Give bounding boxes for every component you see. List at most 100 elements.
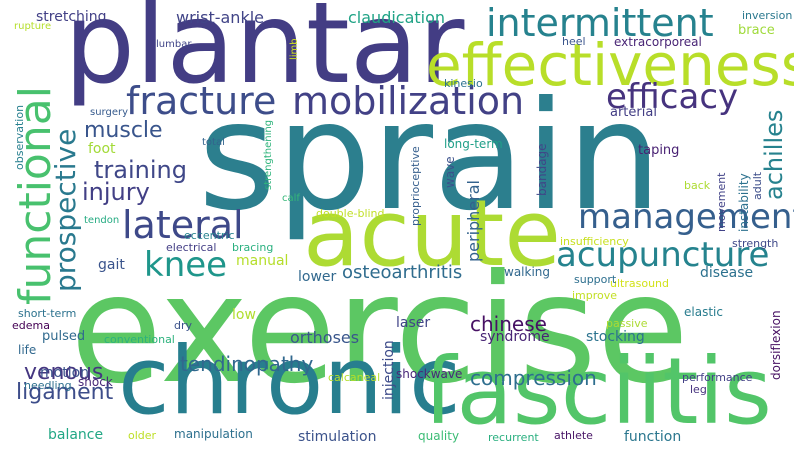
- word-leg: leg: [690, 383, 707, 396]
- word-chinese: chinese: [470, 312, 547, 336]
- word-muscle: muscle: [84, 118, 163, 143]
- word-exercise: exercise: [70, 243, 690, 417]
- word-kinesio: kinesio: [444, 77, 483, 90]
- word-balance: balance: [48, 427, 104, 443]
- word-limb: limb: [289, 38, 300, 60]
- word-motion: motion: [40, 365, 90, 381]
- word-edema: edema: [12, 319, 50, 332]
- word-shockwave: shockwave: [396, 367, 463, 381]
- word-injection: injection: [381, 340, 397, 400]
- word-compression: compression: [470, 366, 597, 390]
- word-calf: calf: [282, 193, 300, 204]
- word-knee: knee: [144, 245, 228, 285]
- word-fasciitis: fasciitis: [424, 338, 772, 445]
- word-insufficiency: insufficiency: [560, 235, 629, 248]
- word-improve: improve: [572, 289, 618, 302]
- word-peripheral: peripheral: [464, 180, 483, 262]
- word-short-term: short-term: [18, 307, 77, 320]
- word-disease: disease: [700, 265, 754, 281]
- word-total: total: [202, 137, 225, 148]
- word-stretching: stretching: [36, 9, 107, 25]
- word-inversion: inversion: [742, 9, 793, 22]
- word-orthoses: orthoses: [290, 328, 360, 347]
- word-needling: needling: [24, 379, 72, 392]
- word-bracing: bracing: [232, 241, 274, 254]
- word-pulsed: pulsed: [42, 329, 86, 344]
- word-fracture: fracture: [126, 79, 277, 123]
- word-chronic: chronic: [118, 327, 461, 436]
- word-life: life: [18, 343, 37, 357]
- word-quality: quality: [418, 429, 460, 443]
- word-walking: walking: [504, 265, 551, 279]
- word-intermittent: intermittent: [486, 1, 714, 45]
- word-sprain: sprain: [198, 70, 662, 244]
- word-venous: venous: [24, 360, 104, 385]
- word-eccentric: eccentric: [184, 229, 235, 242]
- word-manipulation: manipulation: [174, 427, 253, 441]
- word-conventional: conventional: [104, 333, 175, 346]
- word-strengthening: strengthening: [263, 119, 274, 190]
- word-passive: passive: [606, 317, 648, 330]
- word-back: back: [684, 179, 711, 192]
- word-arterial: arterial: [610, 105, 657, 120]
- word-training: training: [94, 156, 187, 184]
- word-recurrent: recurrent: [488, 431, 539, 444]
- word-achilles: achilles: [760, 109, 788, 200]
- word-support: support: [574, 273, 617, 286]
- word-movement: movement: [715, 172, 728, 233]
- word-calcaneal: calcaneal: [328, 371, 381, 384]
- word-ligament: ligament: [16, 380, 114, 405]
- word-lumbar: lumbar: [156, 39, 192, 50]
- word-athlete: athlete: [554, 429, 593, 442]
- word-gait: gait: [98, 257, 125, 273]
- word-observation: observation: [13, 104, 26, 170]
- word-wave: wave: [443, 156, 457, 188]
- word-management: management: [578, 197, 794, 237]
- word-extracorporeal: extracorporeal: [614, 35, 702, 49]
- word-injury: injury: [82, 178, 150, 206]
- word-manual: manual: [236, 253, 289, 269]
- word-effectiveness: effectiveness: [426, 31, 794, 99]
- word-double-blind: double-blind: [316, 207, 385, 220]
- word-lower: lower: [298, 269, 337, 285]
- word-laser: laser: [396, 315, 431, 331]
- word-electrical: electrical: [166, 241, 217, 254]
- word-proprioceptive: proprioceptive: [409, 146, 422, 226]
- word-strength: strength: [732, 237, 779, 250]
- word-older: older: [128, 429, 157, 442]
- word-elastic: elastic: [684, 305, 723, 319]
- word-wrist-ankle: wrist-ankle: [176, 8, 264, 27]
- word-performance: performance: [682, 371, 753, 384]
- word-plantar: plantar: [64, 0, 465, 109]
- word-ultrasound: ultrasound: [610, 277, 669, 290]
- word-prospective: prospective: [49, 128, 82, 292]
- word-dry: dry: [174, 319, 193, 332]
- word-rupture: rupture: [14, 21, 52, 32]
- word-taping: taping: [638, 143, 680, 158]
- word-lateral: lateral: [122, 203, 244, 247]
- word-stocking: stocking: [586, 329, 645, 345]
- word-adult: adult: [751, 171, 764, 200]
- word-bandage: bandage: [535, 143, 549, 196]
- word-instability: instability: [737, 173, 751, 232]
- word-surgery: surgery: [90, 107, 129, 118]
- word-shock: shock: [78, 375, 113, 389]
- word-syndrome: syndrome: [480, 329, 550, 345]
- word-foot: foot: [88, 141, 116, 157]
- word-dorsiflexion: dorsiflexion: [769, 310, 783, 380]
- word-tendinopathy: tendinopathy: [180, 352, 314, 376]
- word-brace: brace: [738, 23, 775, 38]
- word-acupuncture: acupuncture: [556, 235, 770, 275]
- word-osteoarthritis: osteoarthritis: [342, 262, 463, 283]
- word-low: low: [232, 307, 256, 323]
- word-stimulation: stimulation: [298, 429, 377, 445]
- word-acute: acute: [303, 180, 561, 287]
- word-function: function: [624, 429, 682, 445]
- word-efficacy: efficacy: [606, 77, 739, 117]
- word-tendon: tendon: [84, 215, 120, 226]
- word-claudication: claudication: [348, 8, 446, 27]
- word-heel: heel: [562, 35, 586, 48]
- word-long-term: long-term: [444, 137, 503, 151]
- word-mobilization: mobilization: [292, 79, 525, 123]
